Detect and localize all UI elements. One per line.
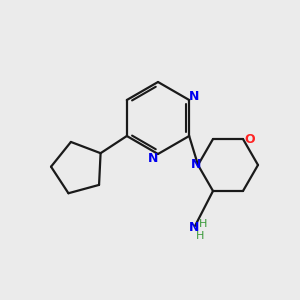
Text: O: O (245, 133, 255, 146)
Text: N: N (189, 221, 199, 235)
Text: H: H (196, 231, 204, 241)
Text: H: H (199, 219, 207, 229)
Text: N: N (148, 152, 158, 164)
Text: N: N (191, 158, 201, 170)
Text: N: N (189, 89, 200, 103)
